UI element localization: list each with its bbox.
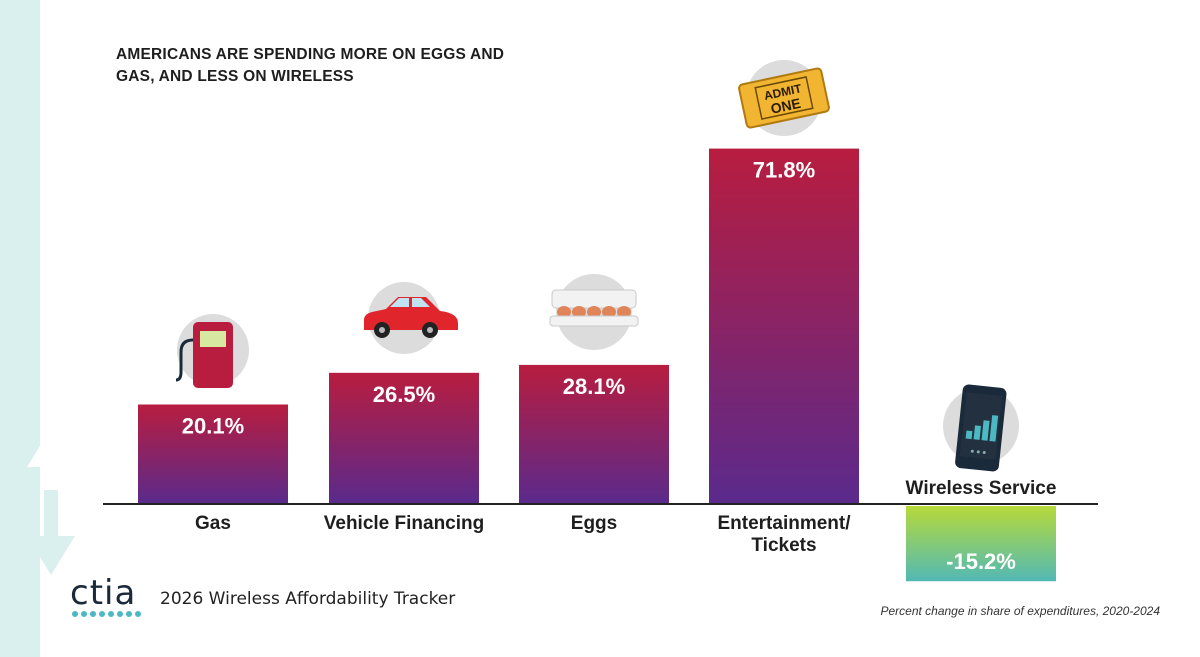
- chart-title: AMERICANS ARE SPENDING MORE ON EGGS AND …: [116, 46, 505, 85]
- gas-pump-icon: [175, 314, 249, 388]
- ctia-dots-icon: [72, 611, 141, 617]
- egg-carton-icon: [549, 274, 639, 350]
- bar-entertainment-tickets: [709, 148, 859, 504]
- car-icon: [364, 282, 458, 354]
- smartphone-icon: [943, 384, 1019, 472]
- data-label: 71.8%: [753, 158, 815, 183]
- data-label: 26.5%: [373, 382, 435, 407]
- ctia-wordmark: ctia: [70, 573, 137, 613]
- category-label: Eggs: [571, 513, 617, 534]
- ctia-logo: ctia: [70, 573, 141, 618]
- data-label: 20.1%: [182, 414, 244, 439]
- category-label: Vehicle Financing: [324, 513, 485, 534]
- report-title: 2026 Wireless Affordability Tracker: [160, 589, 456, 609]
- chart-footnote: Percent change in share of expenditures,…: [880, 604, 1160, 618]
- ticket-text: ONE: [769, 95, 802, 117]
- up-down-arrow-icon: [27, 428, 75, 575]
- category-label: Gas: [195, 513, 231, 534]
- bar-wireless-service: [906, 506, 1056, 582]
- category-label: Entertainment/Tickets: [717, 513, 851, 556]
- bar-gas: [138, 404, 288, 504]
- bar-eggs: [519, 364, 669, 504]
- data-label: 28.1%: [563, 374, 625, 399]
- bar-vehicle-financing: [329, 372, 479, 504]
- data-label: -15.2%: [946, 549, 1016, 574]
- category-label: Wireless Service: [906, 478, 1057, 499]
